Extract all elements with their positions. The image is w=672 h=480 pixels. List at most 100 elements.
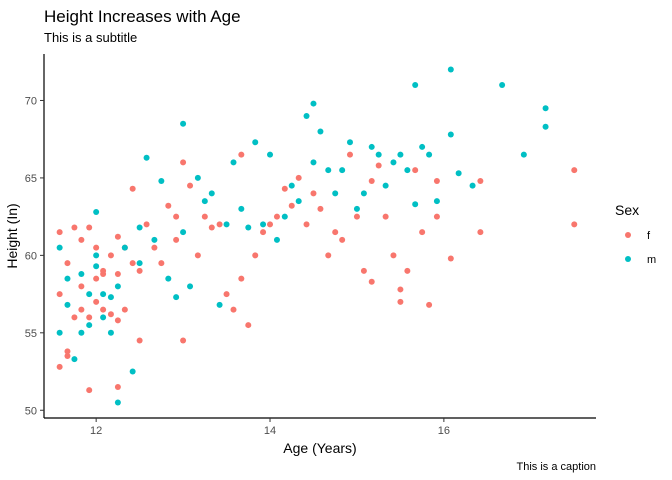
legend-key-m [625,256,631,262]
data-point-f [194,252,201,259]
data-point-f [433,178,440,185]
data-point-m [404,167,411,174]
data-point-f [56,363,63,370]
data-point-f [100,267,107,274]
data-point-f [303,221,310,228]
data-point-f [390,252,397,259]
legend-label-f: f [647,230,651,242]
data-point-m [121,244,128,251]
data-point-f [238,275,245,282]
data-point-m [107,329,114,336]
data-point-m [447,131,454,138]
data-point-m [223,221,230,228]
data-point-f [477,178,484,185]
data-point-f [64,348,71,355]
data-point-f [173,213,180,220]
data-point-f [165,202,172,209]
data-point-m [158,178,165,185]
data-point-f [78,306,85,313]
data-point-m [180,120,187,127]
data-point-f [332,229,339,236]
data-point-f [447,255,454,262]
data-point-f [419,229,426,236]
data-point-m [447,66,454,73]
data-point-m [136,224,143,231]
data-point-f [346,151,353,158]
data-point-m [267,151,274,158]
legend-label-m: m [647,254,656,266]
data-point-m [325,167,332,174]
data-point-f [56,291,63,298]
data-point-f [426,301,433,308]
data-point-m [303,112,310,119]
data-point-f [571,167,578,174]
data-point-m [455,170,462,177]
data-point-f [129,260,136,267]
data-point-m [295,198,302,205]
data-point-m [520,151,527,158]
data-point-f [317,205,324,212]
data-point-f [208,224,215,231]
data-point-m [230,159,237,166]
data-point-m [469,182,476,189]
data-point-f [310,190,317,197]
data-point-m [245,224,252,231]
data-point-f [368,278,375,285]
x-tick-label: 12 [90,425,102,437]
data-point-f [397,286,404,293]
data-point-m [390,159,397,166]
data-point-m [542,123,549,130]
y-axis-title: Height (In) [4,203,20,268]
legend-key-f [625,232,631,238]
data-point-f [136,337,143,344]
data-point-f [397,298,404,305]
data-point-m [332,190,339,197]
data-point-m [78,270,85,277]
data-point-f [216,221,223,228]
data-point-m [194,174,201,181]
data-point-m [208,190,215,197]
data-point-m [78,329,85,336]
data-point-f [230,306,237,313]
data-point-m [173,294,180,301]
data-point-f [273,213,280,220]
data-point-m [93,208,100,215]
data-point-f [93,275,100,282]
data-point-f [64,260,71,267]
data-point-f [93,244,100,251]
chart-caption: This is a caption [517,461,596,473]
data-point-m [100,314,107,321]
data-point-f [571,221,578,228]
data-point-f [201,213,208,220]
data-point-m [252,139,259,146]
x-tick-label: 16 [438,425,450,437]
y-tick-label: 65 [25,173,37,185]
data-point-f [64,353,71,360]
data-point-m [64,301,71,308]
legend-title: Sex [615,202,639,218]
data-point-f [238,151,245,158]
legend: Sex fm [615,202,656,266]
data-point-m [260,221,267,228]
data-point-m [201,198,208,205]
chart-subtitle: This is a subtitle [44,30,137,45]
data-point-f [267,221,274,228]
data-point-m [151,236,158,243]
data-point-f [71,314,78,321]
data-point-f [245,322,252,329]
data-point-m [216,301,223,308]
data-point-m [499,81,506,88]
data-point-m [346,139,353,146]
legend-items: fm [625,230,656,266]
y-tick-label: 60 [25,250,37,262]
data-point-f [404,267,411,274]
x-tick-label: 14 [264,425,276,437]
data-point-f [325,252,332,259]
data-point-m [360,190,367,197]
data-point-m [397,151,404,158]
data-point-m [419,143,426,150]
data-point-m [64,275,71,282]
data-point-m [71,356,78,363]
data-point-f [158,260,165,267]
